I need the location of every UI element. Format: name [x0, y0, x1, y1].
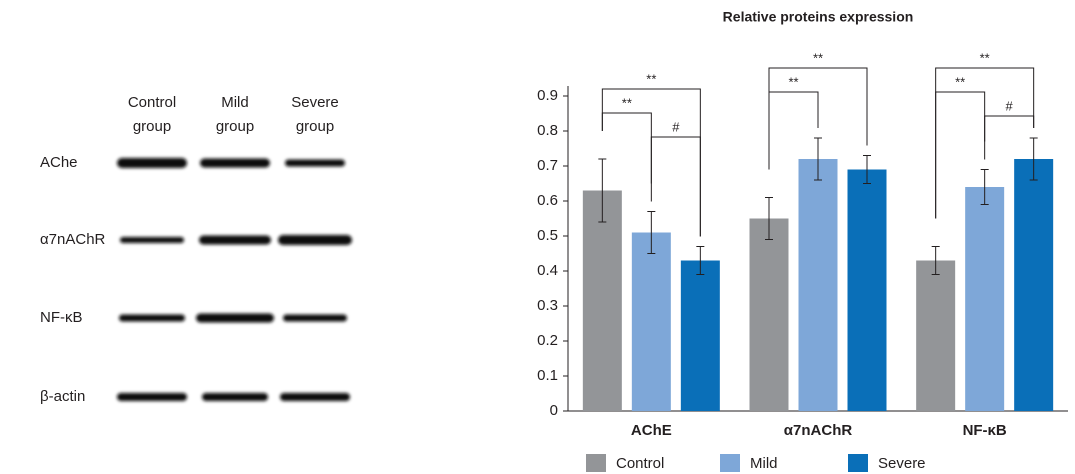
blot-band	[119, 315, 185, 322]
legend-swatch	[848, 454, 868, 472]
y-tick-label: 0.9	[537, 87, 558, 104]
blot-row-label: α7nAChR	[40, 231, 106, 248]
blot-band	[202, 393, 268, 401]
significance-bracket	[769, 92, 818, 170]
bar	[681, 261, 720, 412]
significance-label: **	[622, 95, 632, 110]
blot-row-label: β-actin	[40, 388, 85, 405]
significance-label: #	[1006, 98, 1014, 113]
chart-title: Relative proteins expression	[723, 9, 914, 25]
blot-band	[200, 159, 270, 168]
blot-band	[283, 315, 347, 322]
significance-label: **	[980, 50, 990, 65]
y-tick-label: 0	[550, 402, 558, 419]
x-tick-label: AChE	[631, 422, 672, 439]
blot-column-label: group	[216, 118, 254, 135]
blot-band	[280, 393, 350, 401]
bar	[848, 170, 887, 412]
y-tick-label: 0.6	[537, 192, 558, 209]
blot-band	[120, 237, 184, 243]
y-tick-label: 0.1	[537, 367, 558, 384]
figure: Relative proteins expression Control grou…	[0, 0, 1075, 474]
bar	[750, 219, 789, 412]
y-tick-label: 0.8	[537, 122, 558, 139]
y-tick-label: 0.7	[537, 157, 558, 174]
bar	[583, 191, 622, 412]
x-tick-label: NF-κB	[963, 422, 1007, 439]
blot-band	[285, 160, 345, 167]
blot-column-label: Severe	[291, 94, 339, 111]
significance-label: **	[788, 74, 798, 89]
blot-row-label: AChe	[40, 154, 78, 171]
significance-bracket	[985, 116, 1034, 142]
legend-label: Mild	[750, 455, 778, 472]
significance-label: **	[646, 71, 656, 86]
blot-column-label: Mild	[221, 94, 249, 111]
blot-row-label: NF-κB	[40, 309, 83, 326]
legend-label: Severe	[878, 455, 926, 472]
y-tick-label: 0.2	[537, 332, 558, 349]
significance-bracket	[651, 137, 700, 237]
significance-label: **	[955, 74, 965, 89]
y-tick-label: 0.4	[537, 262, 558, 279]
blot-band	[199, 236, 271, 245]
bar	[1014, 159, 1053, 411]
blot-band	[117, 393, 187, 401]
blot-band	[117, 158, 187, 168]
significance-label: **	[813, 50, 823, 65]
bar	[799, 159, 838, 411]
blot-column-label: Control	[128, 94, 176, 111]
blot-band	[196, 314, 274, 323]
legend-swatch	[720, 454, 740, 472]
bar	[965, 187, 1004, 411]
bar	[632, 233, 671, 412]
significance-bracket	[602, 113, 651, 202]
blot-column-label: group	[133, 118, 171, 135]
blot-band	[278, 235, 352, 245]
bar	[916, 261, 955, 412]
significance-label: #	[672, 119, 680, 134]
x-tick-label: α7nAChR	[784, 422, 853, 439]
legend-swatch	[586, 454, 606, 472]
y-tick-label: 0.5	[537, 227, 558, 244]
blot-column-label: group	[296, 118, 334, 135]
legend-label: Control	[616, 455, 664, 472]
y-tick-label: 0.3	[537, 297, 558, 314]
